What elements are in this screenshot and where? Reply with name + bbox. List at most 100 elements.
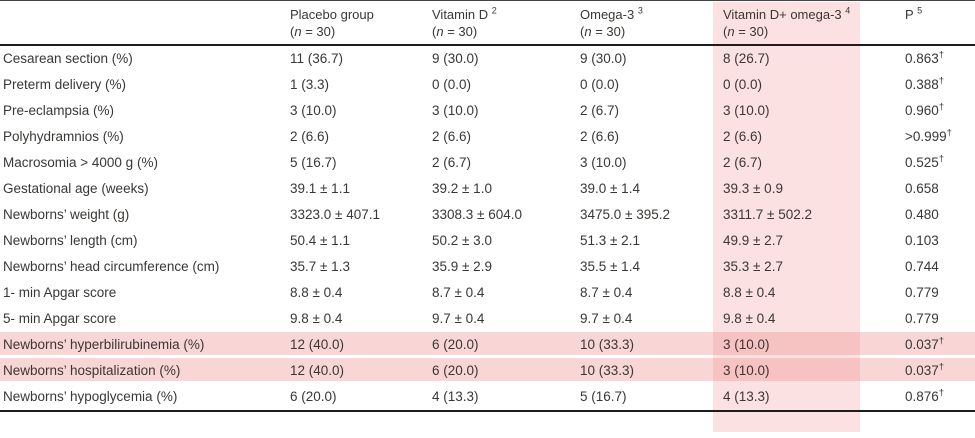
row-label: Polyhydramnios (%) — [3, 129, 124, 144]
column-header-footnote-number: 4 — [845, 5, 851, 16]
cell-value: 3 (10.0) — [720, 358, 902, 384]
cell-value: 9.8 ± 0.4 — [290, 311, 343, 326]
cell-value: 51.3 ± 2.1 — [580, 233, 640, 248]
p-dagger: † — [938, 335, 945, 347]
column-header-footnote-number: 5 — [917, 5, 923, 16]
cell-value: 3323.0 ± 407.1 — [290, 207, 380, 222]
cell-value: 4 (13.3) — [720, 384, 902, 412]
cell-value: 11 (36.7) — [290, 51, 344, 66]
cell-value: 12 (40.0) — [287, 332, 429, 358]
table-row: Newborns’ weight (g) 3323.0 ± 407.1 3308.3… — [0, 202, 975, 228]
cell-value: 6 (20.0) — [429, 332, 577, 358]
table-row: Preterm delivery (%) 1 (3.3) 0 (0.0) 0 (0.0… — [0, 72, 975, 98]
p-dagger: † — [938, 387, 945, 399]
p-value: 0.388 — [905, 77, 939, 92]
cell-value: 8.7 ± 0.4 — [580, 285, 633, 300]
cell-value: 50.4 ± 1.1 — [290, 233, 350, 248]
cell-value: 0 (0.0) — [723, 77, 763, 92]
p-value-cell: >0.999† — [902, 124, 975, 150]
cell-value: 3308.3 ± 604.0 — [432, 207, 522, 222]
p-dagger: † — [938, 153, 945, 165]
cell-value: 8 (26.7) — [723, 51, 770, 66]
cell-value: 9 (30.0) — [432, 51, 479, 66]
p-value: 0.525 — [905, 155, 939, 170]
cell-value: 2 (6.6) — [723, 129, 763, 144]
p-value-cell: 0.525† — [902, 150, 975, 176]
p-dagger: † — [938, 101, 945, 113]
row-label: Macrosomia > 4000 g (%) — [3, 155, 158, 170]
table-row: Newborns’ hospitalization (%) 12 (40.0) 6 … — [0, 358, 975, 384]
column-header: Placebo group (n = 30) — [287, 0, 429, 46]
column-header-label: P — [905, 7, 914, 22]
row-label: Gestational age (weeks) — [3, 181, 149, 196]
cell-value: 4 (13.3) — [429, 384, 577, 412]
row-label: Cesarean section (%) — [3, 51, 133, 66]
column-header-sample-size: (n = 30) — [432, 24, 478, 39]
cell-value: 2 (6.7) — [580, 103, 620, 118]
p-value-cell: 0.779 — [902, 306, 975, 332]
row-label: 5- min Apgar score — [3, 311, 117, 326]
table-row: Newborns’ hyperbilirubinemia (%) 12 (40.0… — [0, 332, 975, 358]
p-dagger: † — [946, 127, 952, 139]
cell-value: 6 (20.0) — [287, 384, 429, 412]
p-value-cell: 0.388† — [902, 72, 975, 98]
p-value: 0.876 — [905, 389, 939, 404]
cell-value: 8.8 ± 0.4 — [723, 285, 776, 300]
cell-value: 3 (10.0) — [720, 332, 902, 358]
table-row: Pre-eclampsia (%) 3 (10.0) 3 (10.0) 2 (6.7)… — [0, 98, 975, 124]
cell-value: 2 (6.6) — [432, 129, 472, 144]
row-label: Newborns’ hyperbilirubinemia (%) — [0, 332, 287, 358]
p-value: 0.863 — [905, 51, 939, 66]
cell-value: 35.7 ± 1.3 — [290, 259, 350, 274]
p-value: 0.103 — [905, 233, 939, 248]
column-header-footnote-number: 2 — [491, 5, 497, 16]
p-value: 0.779 — [905, 285, 939, 300]
row-label: Newborns’ hospitalization (%) — [0, 358, 287, 384]
p-dagger: † — [938, 75, 945, 87]
p-value-cell: 0.863† — [902, 45, 975, 72]
p-value-cell: 0.960† — [902, 98, 975, 124]
table-row: Newborns’ hypoglycemia (%) 6 (20.0) 4 (13.… — [0, 384, 975, 412]
cell-value: 3 (10.0) — [723, 103, 770, 118]
cell-value: 49.9 ± 2.7 — [723, 233, 783, 248]
p-dagger: † — [938, 361, 945, 373]
p-value: 0.037 — [905, 337, 939, 352]
cell-value: 35.9 ± 2.9 — [432, 259, 492, 274]
cell-value: 9.7 ± 0.4 — [432, 311, 485, 326]
p-value: 0.480 — [905, 207, 939, 222]
cell-value: 35.5 ± 1.4 — [580, 259, 640, 274]
cell-value: 8.8 ± 0.4 — [290, 285, 343, 300]
cell-value: 50.2 ± 3.0 — [432, 233, 492, 248]
cell-value: 2 (6.6) — [290, 129, 330, 144]
cell-value: 10 (33.3) — [577, 358, 720, 384]
row-label: Pre-eclampsia (%) — [3, 103, 115, 118]
cell-value: 9 (30.0) — [580, 51, 627, 66]
cell-value: 5 (16.7) — [290, 155, 337, 170]
p-value-cell: 0.480 — [902, 202, 975, 228]
cell-value: 0 (0.0) — [580, 77, 620, 92]
row-label: Newborns’ hypoglycemia (%) — [0, 384, 287, 412]
p-value: 0.960 — [905, 103, 939, 118]
p-value-cell: 0.876† — [902, 384, 975, 412]
cell-value: 8.7 ± 0.4 — [432, 285, 485, 300]
cell-value: 3311.7 ± 502.2 — [723, 207, 812, 222]
cell-value: 2 (6.7) — [432, 155, 472, 170]
column-header: P 5 — [902, 0, 975, 46]
p-value: 0.744 — [905, 259, 939, 274]
cell-value: 3 (10.0) — [580, 155, 627, 170]
cell-value: 39.2 ± 1.0 — [432, 181, 492, 196]
cell-value: 9.7 ± 0.4 — [580, 311, 633, 326]
cell-value: 6 (20.0) — [429, 358, 577, 384]
table-row: 1- min Apgar score 8.8 ± 0.4 8.7 ± 0.4 8.7 … — [0, 280, 975, 306]
cell-value: 3 (10.0) — [432, 103, 479, 118]
table-row: Cesarean section (%) 11 (36.7) 9 (30.0) 9 (… — [0, 45, 975, 72]
column-header: Vitamin D+ omega-3 4 (n = 30) — [720, 0, 902, 46]
column-header-label: Omega-3 — [580, 7, 635, 22]
cell-value: 2 (6.6) — [580, 129, 620, 144]
cell-value: 10 (33.3) — [577, 332, 720, 358]
cell-value: 12 (40.0) — [287, 358, 429, 384]
p-value-cell: 0.103 — [902, 228, 975, 254]
column-highlight-overlay — [713, 2, 860, 432]
cell-value: 39.0 ± 1.4 — [580, 181, 640, 196]
